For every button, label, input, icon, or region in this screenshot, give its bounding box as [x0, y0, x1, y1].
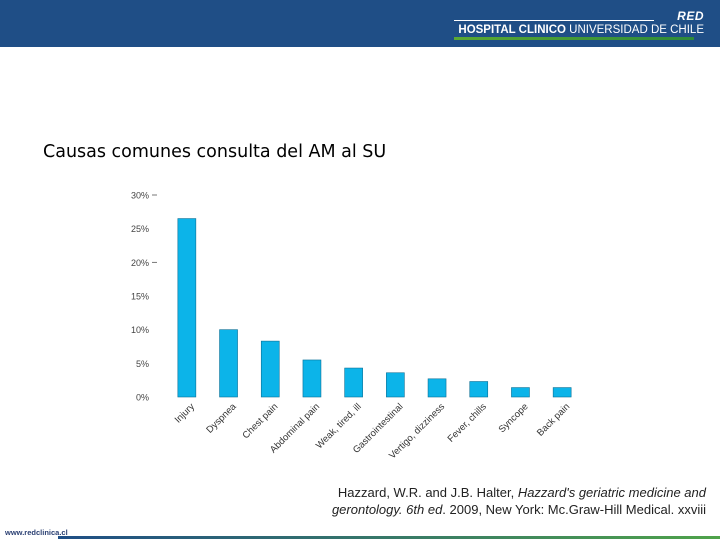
header-band: RED HOSPITAL CLINICO UNIVERSIDAD DE CHIL… — [0, 0, 720, 47]
logo-red-text: RED — [677, 9, 704, 23]
citation-authors: Hazzard, W.R. and J.B. Halter, — [337, 485, 518, 500]
x-tick-label: Chest pain — [240, 401, 280, 441]
x-tick-label: Back pain — [535, 401, 572, 438]
bar — [469, 381, 489, 398]
citation-book-title: Hazzard's geriatric medicine and geronto… — [331, 485, 706, 517]
logo-hospital-name: HOSPITAL CLINICO UNIVERSIDAD DE CHILE — [458, 23, 704, 37]
y-tick-label: 0% — [136, 393, 149, 403]
logo-divider — [454, 20, 654, 21]
bar — [302, 359, 322, 398]
bar — [511, 387, 530, 398]
footer-line — [58, 536, 720, 539]
bar — [386, 372, 405, 398]
x-tick-label: Syncope — [497, 401, 531, 435]
citation: Hazzard, W.R. and J.B. Halter, Hazzard's… — [300, 484, 706, 518]
y-tick-label: 10% — [131, 325, 149, 335]
y-tick-label: 25% — [131, 224, 149, 234]
bar — [219, 329, 238, 398]
citation-publisher: . 2009, New York: Mc.Graw-Hill Medical. … — [442, 502, 706, 517]
x-tick-label: Injury — [173, 401, 197, 425]
footer-url[interactable]: www.redclinica.cl — [5, 528, 68, 537]
y-tick-label: 20% — [131, 258, 149, 268]
y-tick-label: 30% — [131, 191, 149, 201]
x-tick-label: Dyspnea — [204, 401, 239, 436]
bar — [344, 367, 363, 398]
hospital-logo: RED HOSPITAL CLINICO UNIVERSIDAD DE CHIL… — [454, 10, 704, 40]
logo-rest-text: UNIVERSIDAD DE CHILE — [569, 24, 704, 36]
slide-title: Causas comunes consulta del AM al SU — [43, 142, 387, 162]
y-tick-label: 15% — [131, 292, 149, 302]
x-tick-label: Fever, chills — [446, 401, 489, 444]
bar — [427, 378, 447, 398]
bar — [552, 387, 572, 398]
logo-underline — [454, 37, 694, 40]
logo-bold-text: HOSPITAL CLINICO — [458, 24, 566, 36]
y-tick-label: 5% — [136, 359, 149, 369]
bar — [177, 218, 197, 398]
bar — [260, 340, 280, 398]
